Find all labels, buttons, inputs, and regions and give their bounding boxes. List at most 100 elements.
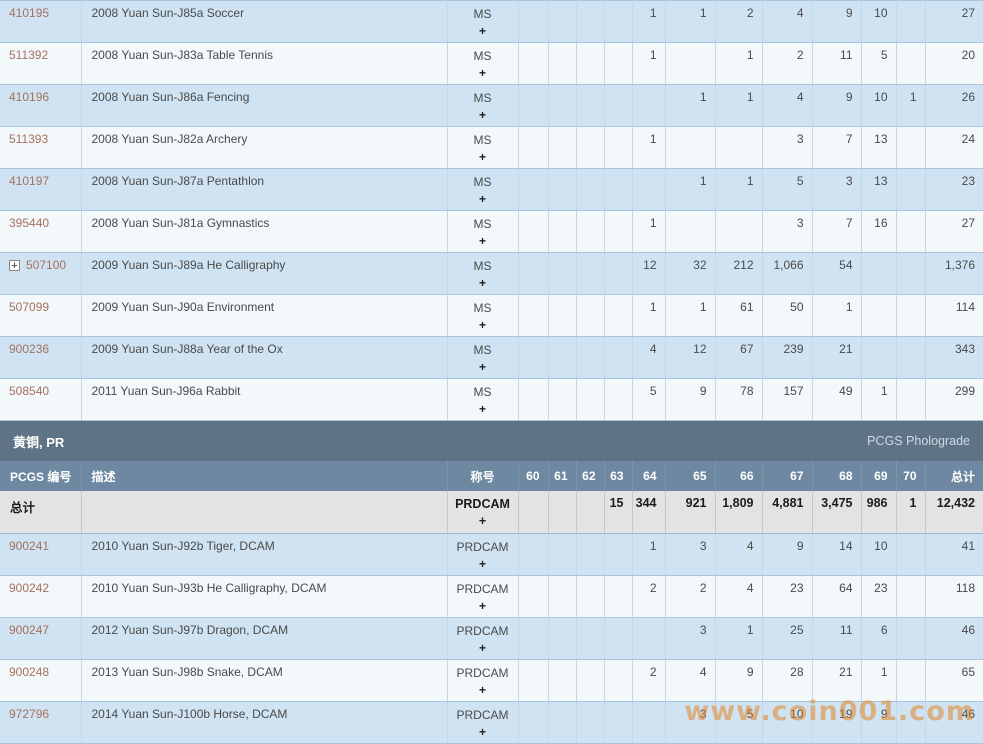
grade-64-cell: 1 bbox=[631, 533, 665, 576]
pcgs-number-link[interactable]: 900247 bbox=[9, 622, 50, 637]
grade-69-cell: 16 bbox=[860, 210, 896, 253]
plus-designation: + bbox=[478, 360, 486, 374]
coin-description: 2014 Yuan Sun-J100b Horse, DCAM bbox=[80, 701, 447, 744]
designation-label: MS bbox=[473, 7, 492, 21]
grade-63-cell bbox=[603, 210, 632, 253]
designation-label: PRDCAM bbox=[456, 707, 509, 722]
pcgs-number-cell: 395440 bbox=[0, 210, 81, 253]
pcgs-number-cell: 410197 bbox=[0, 168, 81, 211]
table-row: 511393 2008 Yuan Sun-J82a Archery MS +1 3 7 13… bbox=[0, 126, 983, 169]
grade-65-cell: 12 bbox=[664, 336, 715, 379]
grade-63-cell bbox=[603, 575, 632, 618]
designation-label: PRDCAM bbox=[456, 581, 509, 596]
grade-62-cell bbox=[575, 84, 604, 127]
pcgs-number-link[interactable]: 900236 bbox=[9, 342, 50, 356]
designation-cell: MS + bbox=[446, 126, 518, 169]
grade-70-cell bbox=[895, 252, 925, 295]
grade-61-cell bbox=[547, 126, 576, 169]
grade-60-cell bbox=[517, 168, 548, 211]
pcgs-number-link[interactable]: 900241 bbox=[9, 538, 50, 553]
pcgs-number-link[interactable]: 511392 bbox=[9, 48, 49, 62]
population-table-ms: 410195 2008 Yuan Sun-J85a Soccer MS +1 1 2 4 9 1… bbox=[0, 0, 983, 421]
grade-70-cell: 1 bbox=[895, 491, 925, 534]
col-designation: 称号 bbox=[446, 461, 518, 491]
col-description: 描述 bbox=[80, 461, 447, 491]
grade-66-cell: 67 bbox=[714, 336, 762, 379]
pcgs-number-link[interactable]: 972796 bbox=[9, 706, 50, 721]
total-cell: 46 bbox=[924, 701, 983, 744]
grade-67-cell: 28 bbox=[761, 659, 812, 702]
expand-plus-icon[interactable]: + bbox=[9, 260, 20, 272]
plus-designation: + bbox=[478, 234, 486, 248]
grade-62-cell bbox=[575, 533, 604, 576]
grade-70-cell bbox=[895, 617, 925, 660]
totals-designation-cell: PRDCAM + bbox=[446, 491, 518, 534]
grade-61-cell bbox=[547, 701, 576, 744]
population-table-pr: PCGS 编号 描述 称号 60 61 62 63 64 65 66 67 68 69 70 总计 总… bbox=[0, 461, 983, 744]
grade-66-cell bbox=[714, 210, 762, 253]
plus-designation: + bbox=[478, 598, 486, 613]
coin-description: 2010 Yuan Sun-J92b Tiger, DCAM bbox=[80, 533, 447, 576]
total-cell: 114 bbox=[924, 294, 983, 337]
grade-69-cell: 9 bbox=[860, 701, 896, 744]
grade-64-cell: 1 bbox=[631, 210, 665, 253]
grade-60-cell bbox=[517, 491, 548, 534]
designation-label: MS bbox=[473, 49, 492, 63]
table-row: 410195 2008 Yuan Sun-J85a Soccer MS +1 1 2 4 9 1… bbox=[0, 0, 983, 43]
col-grade-62: 62 bbox=[575, 461, 604, 491]
col-grade-69: 69 bbox=[860, 461, 896, 491]
grade-67-cell: 3 bbox=[761, 210, 812, 253]
grade-60-cell bbox=[517, 0, 548, 43]
grade-65-cell: 1 bbox=[664, 168, 715, 211]
table-row: 900242 2010 Yuan Sun-J93b He Calligraphy,… bbox=[0, 575, 983, 618]
coin-description: 2013 Yuan Sun-J98b Snake, DCAM bbox=[80, 659, 447, 702]
pcgs-number-link[interactable]: 410197 bbox=[9, 174, 50, 188]
plus-designation: + bbox=[478, 108, 486, 122]
grade-65-cell: 2 bbox=[664, 575, 715, 618]
coin-description: 2008 Yuan Sun-J87a Pentathlon bbox=[80, 168, 447, 211]
grade-63-cell bbox=[603, 617, 632, 660]
grade-67-cell: 25 bbox=[761, 617, 812, 660]
grade-70-cell: 1 bbox=[895, 84, 925, 127]
grade-66-cell: 4 bbox=[714, 533, 762, 576]
grade-66-cell: 2 bbox=[714, 0, 762, 43]
pcgs-number-cell: 508540 bbox=[0, 378, 81, 421]
designation-label: PRDCAM bbox=[456, 623, 509, 638]
pcgs-number-link[interactable]: 507099 bbox=[9, 300, 50, 314]
pcgs-number-link[interactable]: 410195 bbox=[9, 6, 50, 20]
grade-61-cell bbox=[547, 575, 576, 618]
grade-67-cell: 9 bbox=[761, 533, 812, 576]
pcgs-number-link[interactable]: 900248 bbox=[9, 664, 50, 679]
plus-designation: + bbox=[478, 318, 486, 332]
coin-description: 2008 Yuan Sun-J81a Gymnastics bbox=[80, 210, 447, 253]
grade-67-cell: 157 bbox=[761, 378, 812, 421]
grade-70-cell bbox=[895, 168, 925, 211]
grade-69-cell: 10 bbox=[860, 533, 896, 576]
grade-69-cell: 10 bbox=[860, 0, 896, 43]
grade-68-cell: 7 bbox=[811, 126, 861, 169]
grade-68-cell: 9 bbox=[811, 84, 861, 127]
grade-61-cell bbox=[547, 617, 576, 660]
col-grade-65: 65 bbox=[664, 461, 715, 491]
grade-65-cell: 3 bbox=[664, 533, 715, 576]
coin-description: 2009 Yuan Sun-J89a He Calligraphy bbox=[80, 252, 447, 295]
designation-label: MS bbox=[473, 175, 492, 189]
grade-65-cell: 1 bbox=[664, 84, 715, 127]
grade-66-cell bbox=[714, 126, 762, 169]
grade-61-cell bbox=[547, 84, 576, 127]
pcgs-number-link[interactable]: 900242 bbox=[9, 580, 50, 595]
col-total: 总计 bbox=[924, 461, 983, 491]
pcgs-number-link[interactable]: 410196 bbox=[9, 90, 50, 104]
pcgs-number-link[interactable]: 507100 bbox=[26, 258, 67, 272]
col-grade-61: 61 bbox=[547, 461, 576, 491]
pcgs-number-link[interactable]: 511393 bbox=[9, 132, 49, 146]
designation-cell: MS + bbox=[446, 378, 518, 421]
grade-62-cell bbox=[575, 42, 604, 85]
photograde-link[interactable]: PCGS Pholograde bbox=[867, 434, 970, 448]
pcgs-number-link[interactable]: 508540 bbox=[9, 384, 50, 398]
pcgs-number-link[interactable]: 395440 bbox=[9, 216, 50, 230]
grade-68-cell: 11 bbox=[811, 42, 861, 85]
col-grade-67: 67 bbox=[761, 461, 812, 491]
total-cell: 65 bbox=[924, 659, 983, 702]
grade-67-cell: 1,066 bbox=[761, 252, 812, 295]
